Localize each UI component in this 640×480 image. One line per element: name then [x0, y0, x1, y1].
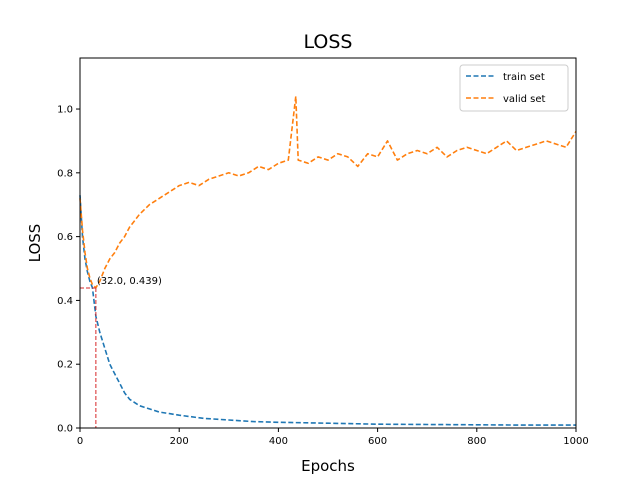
y-tick-label: 0.0 — [57, 424, 73, 435]
series-layer — [79, 95, 577, 426]
y-axis-ticks: 0.0 0.2 0.4 0.6 0.8 1.0 — [57, 105, 80, 435]
x-tick-label: 1000 — [563, 436, 588, 447]
legend-box — [459, 64, 569, 112]
annotation-label: (32.0, 0.439) — [97, 276, 162, 287]
x-axis-ticks: 0 200 400 600 800 1000 — [77, 428, 589, 447]
y-tick-label: 0.2 — [57, 360, 73, 371]
legend-label-train: train set — [503, 72, 545, 83]
plot-area-frame — [79, 57, 577, 429]
y-axis-label: LOSS — [26, 224, 44, 263]
series-line-train — [79, 195, 576, 426]
y-tick-label: 0.4 — [57, 296, 73, 307]
x-tick-label: 0 — [77, 436, 83, 447]
x-tick-label: 200 — [170, 436, 189, 447]
legend: train set valid set — [459, 64, 569, 112]
y-tick-label: 0.6 — [57, 232, 73, 243]
y-tick-label: 1.0 — [57, 105, 73, 116]
x-tick-label: 600 — [368, 436, 387, 447]
y-tick-label: 0.8 — [57, 168, 73, 179]
x-tick-label: 400 — [269, 436, 288, 447]
chart-title: LOSS — [304, 31, 353, 53]
legend-label-valid: valid set — [503, 94, 545, 105]
series-line-valid — [79, 95, 577, 289]
x-tick-label: 800 — [467, 436, 486, 447]
x-axis-label: Epochs — [301, 457, 355, 475]
annotation-layer: (32.0, 0.439) — [80, 276, 162, 428]
